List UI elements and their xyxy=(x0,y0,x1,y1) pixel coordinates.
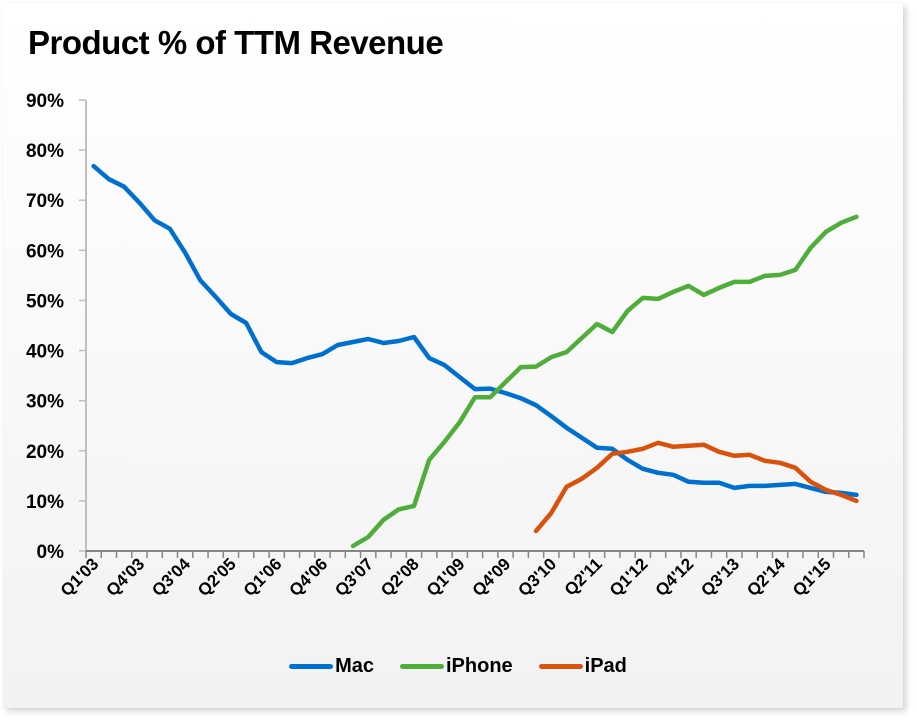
series-layer xyxy=(91,163,859,549)
legend-swatch-iphone xyxy=(399,664,444,669)
x-axis: Q1'03 Q4'03 Q3'04 Q2'05 Q1'06 Q4'06 Q3'07 Q2'08… xyxy=(57,550,865,600)
x-tick-label: Q2'14 xyxy=(743,554,789,600)
y-tick-label: 60% xyxy=(26,241,64,262)
legend-swatch-ipad xyxy=(538,664,583,669)
x-tick-label: Q4'06 xyxy=(286,554,332,600)
x-tick-label: Q1'12 xyxy=(606,554,652,600)
legend-item-mac: Mac xyxy=(289,655,374,678)
chart-panel xyxy=(3,3,903,708)
x-tick-label: Q4'12 xyxy=(652,554,698,600)
chart-title: Product % of TTM Revenue xyxy=(28,24,444,61)
y-tick-label: 10% xyxy=(26,492,64,513)
x-tick-label: Q2'11 xyxy=(561,554,606,599)
legend-label-mac: Mac xyxy=(335,655,374,677)
y-tick-label: 40% xyxy=(26,342,64,363)
y-tick-label: 90% xyxy=(26,91,64,112)
x-tick-label: Q1'06 xyxy=(240,554,286,600)
x-tick-label: Q2'08 xyxy=(377,554,423,600)
y-tick-label: 20% xyxy=(26,442,64,463)
legend-item-ipad: iPad xyxy=(538,655,627,678)
series-line-iphone xyxy=(350,214,859,549)
legend-label-ipad: iPad xyxy=(584,655,627,677)
y-tick-label: 0% xyxy=(37,542,65,563)
x-tick-label: Q3'04 xyxy=(148,554,194,600)
legend-item-iphone: iPhone xyxy=(399,655,513,678)
y-tick-label: 80% xyxy=(26,141,64,162)
series-line-mac xyxy=(91,163,859,498)
y-axis: 0% 10% 20% 30% 40% 50% 60% 70% 80% 90% xyxy=(26,91,87,563)
x-tick-label: Q3'13 xyxy=(697,554,743,600)
legend-swatch-mac xyxy=(289,664,334,669)
y-tick-label: 30% xyxy=(26,392,64,413)
legend: Mac iPhone iPad xyxy=(0,655,916,678)
y-tick-label: 70% xyxy=(26,191,64,212)
series-line-ipad xyxy=(533,440,859,534)
y-tick-label: 50% xyxy=(26,291,64,312)
legend-label-iphone: iPhone xyxy=(445,655,513,677)
x-tick-label: Q4'09 xyxy=(469,554,515,600)
x-tick-label: Q3'10 xyxy=(514,554,560,600)
x-tick-label: Q1'15 xyxy=(789,554,835,600)
x-tick-label: Q2'05 xyxy=(194,554,240,600)
x-tick-label: Q3'07 xyxy=(331,554,377,600)
x-tick-label: Q1'09 xyxy=(423,554,469,600)
x-tick-label: Q4'03 xyxy=(103,554,149,600)
